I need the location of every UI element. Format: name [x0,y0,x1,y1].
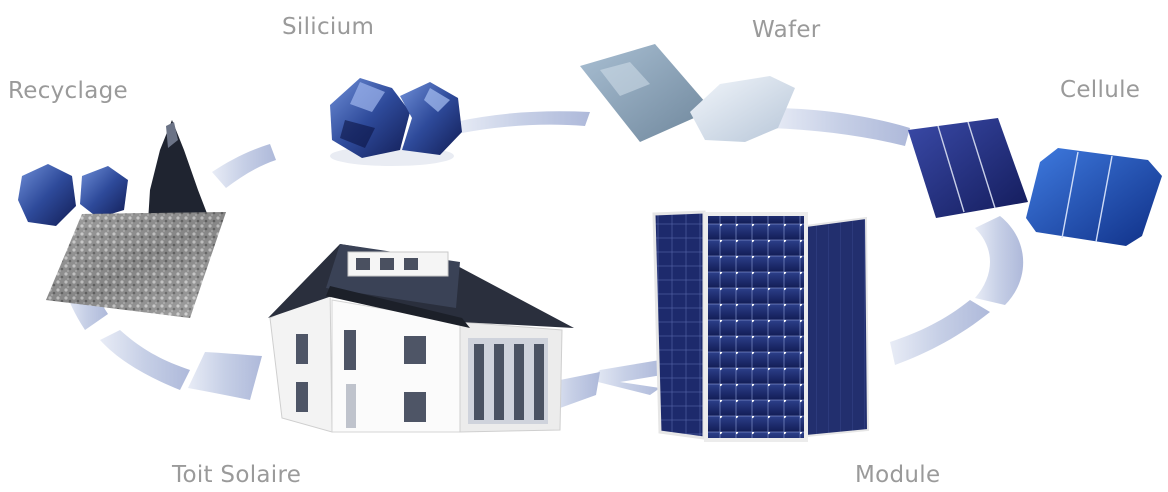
arrow-silicium-wafer [455,111,590,133]
arrow-toit-recyclage [188,352,262,400]
recycling-materials [18,120,226,318]
solar-modules [652,210,870,442]
stage-label-module: Module [855,462,941,488]
stage-label-wafer: Wafer [752,17,821,43]
arrow-module-toit [590,360,662,395]
arrow-cellule-module [975,216,1024,305]
wafer-slices [580,44,795,142]
silicium-crystals [330,78,462,166]
stage-label-cellule: Cellule [1060,77,1141,103]
arrow-wafer-cellule [770,108,910,146]
solar-cells [908,118,1162,246]
stage-label-toit-solaire: Toit Solaire [172,462,302,488]
arrow-recyclage-silicium [212,144,276,188]
stage-label-recyclage: Recyclage [8,78,128,104]
solar-house [268,244,574,433]
stage-label-silicium: Silicium [282,14,375,40]
